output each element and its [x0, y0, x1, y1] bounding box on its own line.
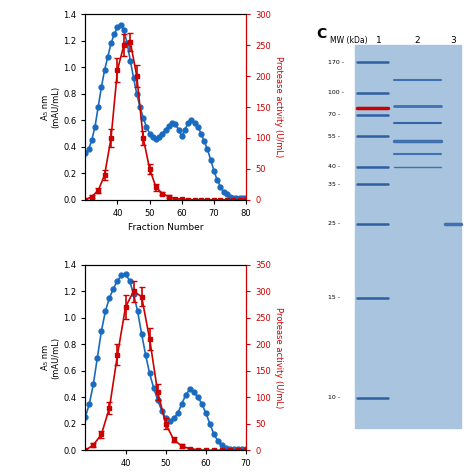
- Bar: [355, 45, 461, 428]
- Y-axis label: Protease activity (U/mL): Protease activity (U/mL): [274, 307, 283, 408]
- Text: 35 -: 35 -: [328, 182, 340, 187]
- Text: 3: 3: [450, 36, 456, 45]
- Text: 100 -: 100 -: [328, 90, 344, 95]
- Text: 170 -: 170 -: [328, 60, 344, 64]
- Y-axis label: Protease activity (U/mL): Protease activity (U/mL): [274, 56, 283, 158]
- Text: 40 -: 40 -: [328, 164, 340, 169]
- X-axis label: Fraction Number: Fraction Number: [128, 223, 203, 232]
- Text: C: C: [316, 27, 327, 41]
- Y-axis label: A₅ nm
(mAU/mL): A₅ nm (mAU/mL): [41, 86, 60, 128]
- Text: 1: 1: [376, 36, 382, 45]
- Text: 25 -: 25 -: [328, 221, 340, 226]
- Text: MW (kDa): MW (kDa): [330, 36, 367, 45]
- Text: 55 -: 55 -: [328, 134, 340, 139]
- Text: 70 -: 70 -: [328, 112, 340, 117]
- Text: 2: 2: [415, 36, 420, 45]
- Text: 15 -: 15 -: [328, 295, 340, 300]
- Y-axis label: A₅ nm
(mAU/mL): A₅ nm (mAU/mL): [41, 337, 60, 379]
- Text: 10 -: 10 -: [328, 395, 340, 401]
